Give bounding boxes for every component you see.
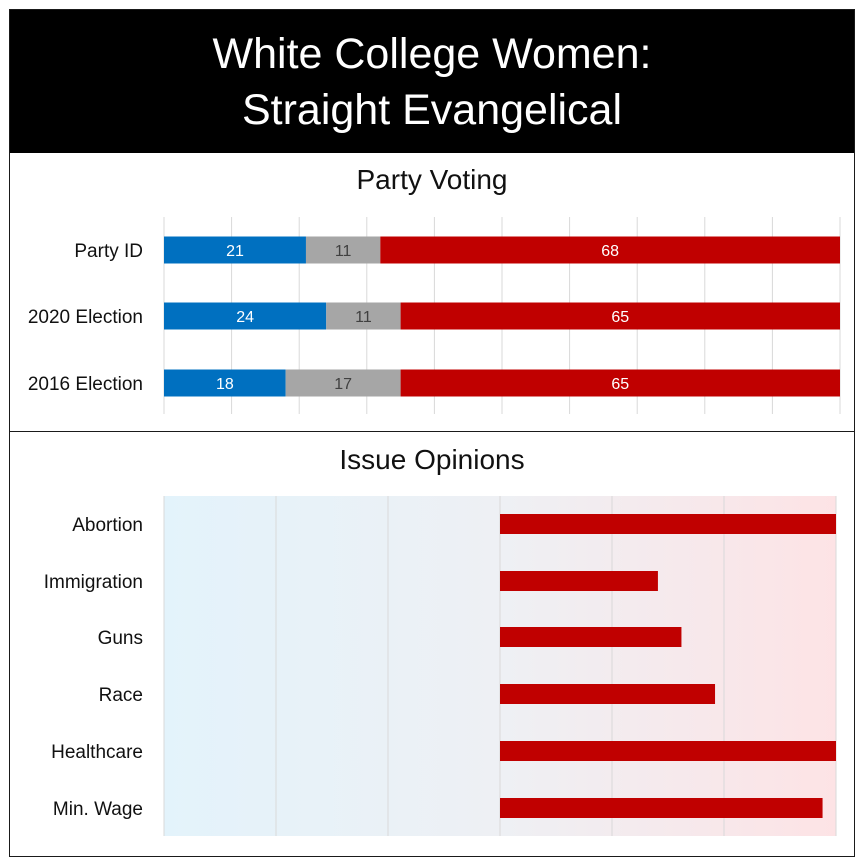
party-bar-value-label: 17	[334, 376, 352, 393]
issue-opinions-title: Issue Opinions	[339, 444, 525, 475]
party-bar-value-label: 68	[601, 243, 619, 260]
party-bar-segment	[164, 236, 306, 264]
issue-opinions-chart: Abortion Immigration Guns Race Healthcare Min…	[44, 496, 837, 836]
section-divider	[10, 431, 854, 432]
issue-bar	[500, 741, 836, 761]
issue-category-label: Min. Wage	[53, 799, 143, 820]
issue-bar	[500, 684, 716, 704]
issue-bar	[500, 798, 823, 818]
issue-category-label: Race	[99, 685, 143, 706]
issue-bar	[500, 571, 658, 591]
issue-category-label: Abortion	[72, 515, 143, 536]
party-category-label: Party ID	[74, 241, 143, 262]
party-bar-value-label: 24	[236, 309, 254, 326]
party-bar-segment	[400, 302, 840, 330]
party-voting-title: Party Voting	[356, 164, 508, 195]
party-bar-value-label: 18	[216, 376, 234, 393]
party-bar-value-label: 65	[611, 309, 629, 326]
party-bar-value-label: 11	[355, 309, 372, 326]
party-bar-value-label: 21	[226, 243, 244, 260]
issue-category-label: Immigration	[44, 572, 143, 593]
issue-category-label: Healthcare	[51, 742, 143, 763]
party-bar-segment	[326, 302, 401, 330]
issue-bar	[500, 627, 682, 647]
party-bar-segment	[305, 236, 381, 264]
party-bar-segment	[400, 369, 840, 397]
party-bar-value-label: 11	[335, 243, 352, 260]
issue-bar	[500, 514, 836, 534]
party-category-label: 2020 Election	[28, 307, 143, 328]
party-category-label: 2016 Election	[28, 374, 143, 395]
party-bar-segment	[285, 369, 401, 397]
title-bar: White College Women: Straight Evangelica…	[10, 10, 854, 153]
title-line-2: Straight Evangelical	[241, 85, 623, 134]
party-bar-value-label: 65	[611, 376, 629, 393]
party-bar-segment	[164, 369, 286, 397]
party-voting-chart: Party ID 21 11 68 2020 Election 24 11 65 2016 El…	[28, 217, 841, 414]
title-line-1: White College Women:	[212, 29, 652, 78]
party-bar-segment	[380, 236, 840, 264]
party-bar-segment	[164, 302, 327, 330]
issue-category-label: Guns	[98, 628, 143, 649]
